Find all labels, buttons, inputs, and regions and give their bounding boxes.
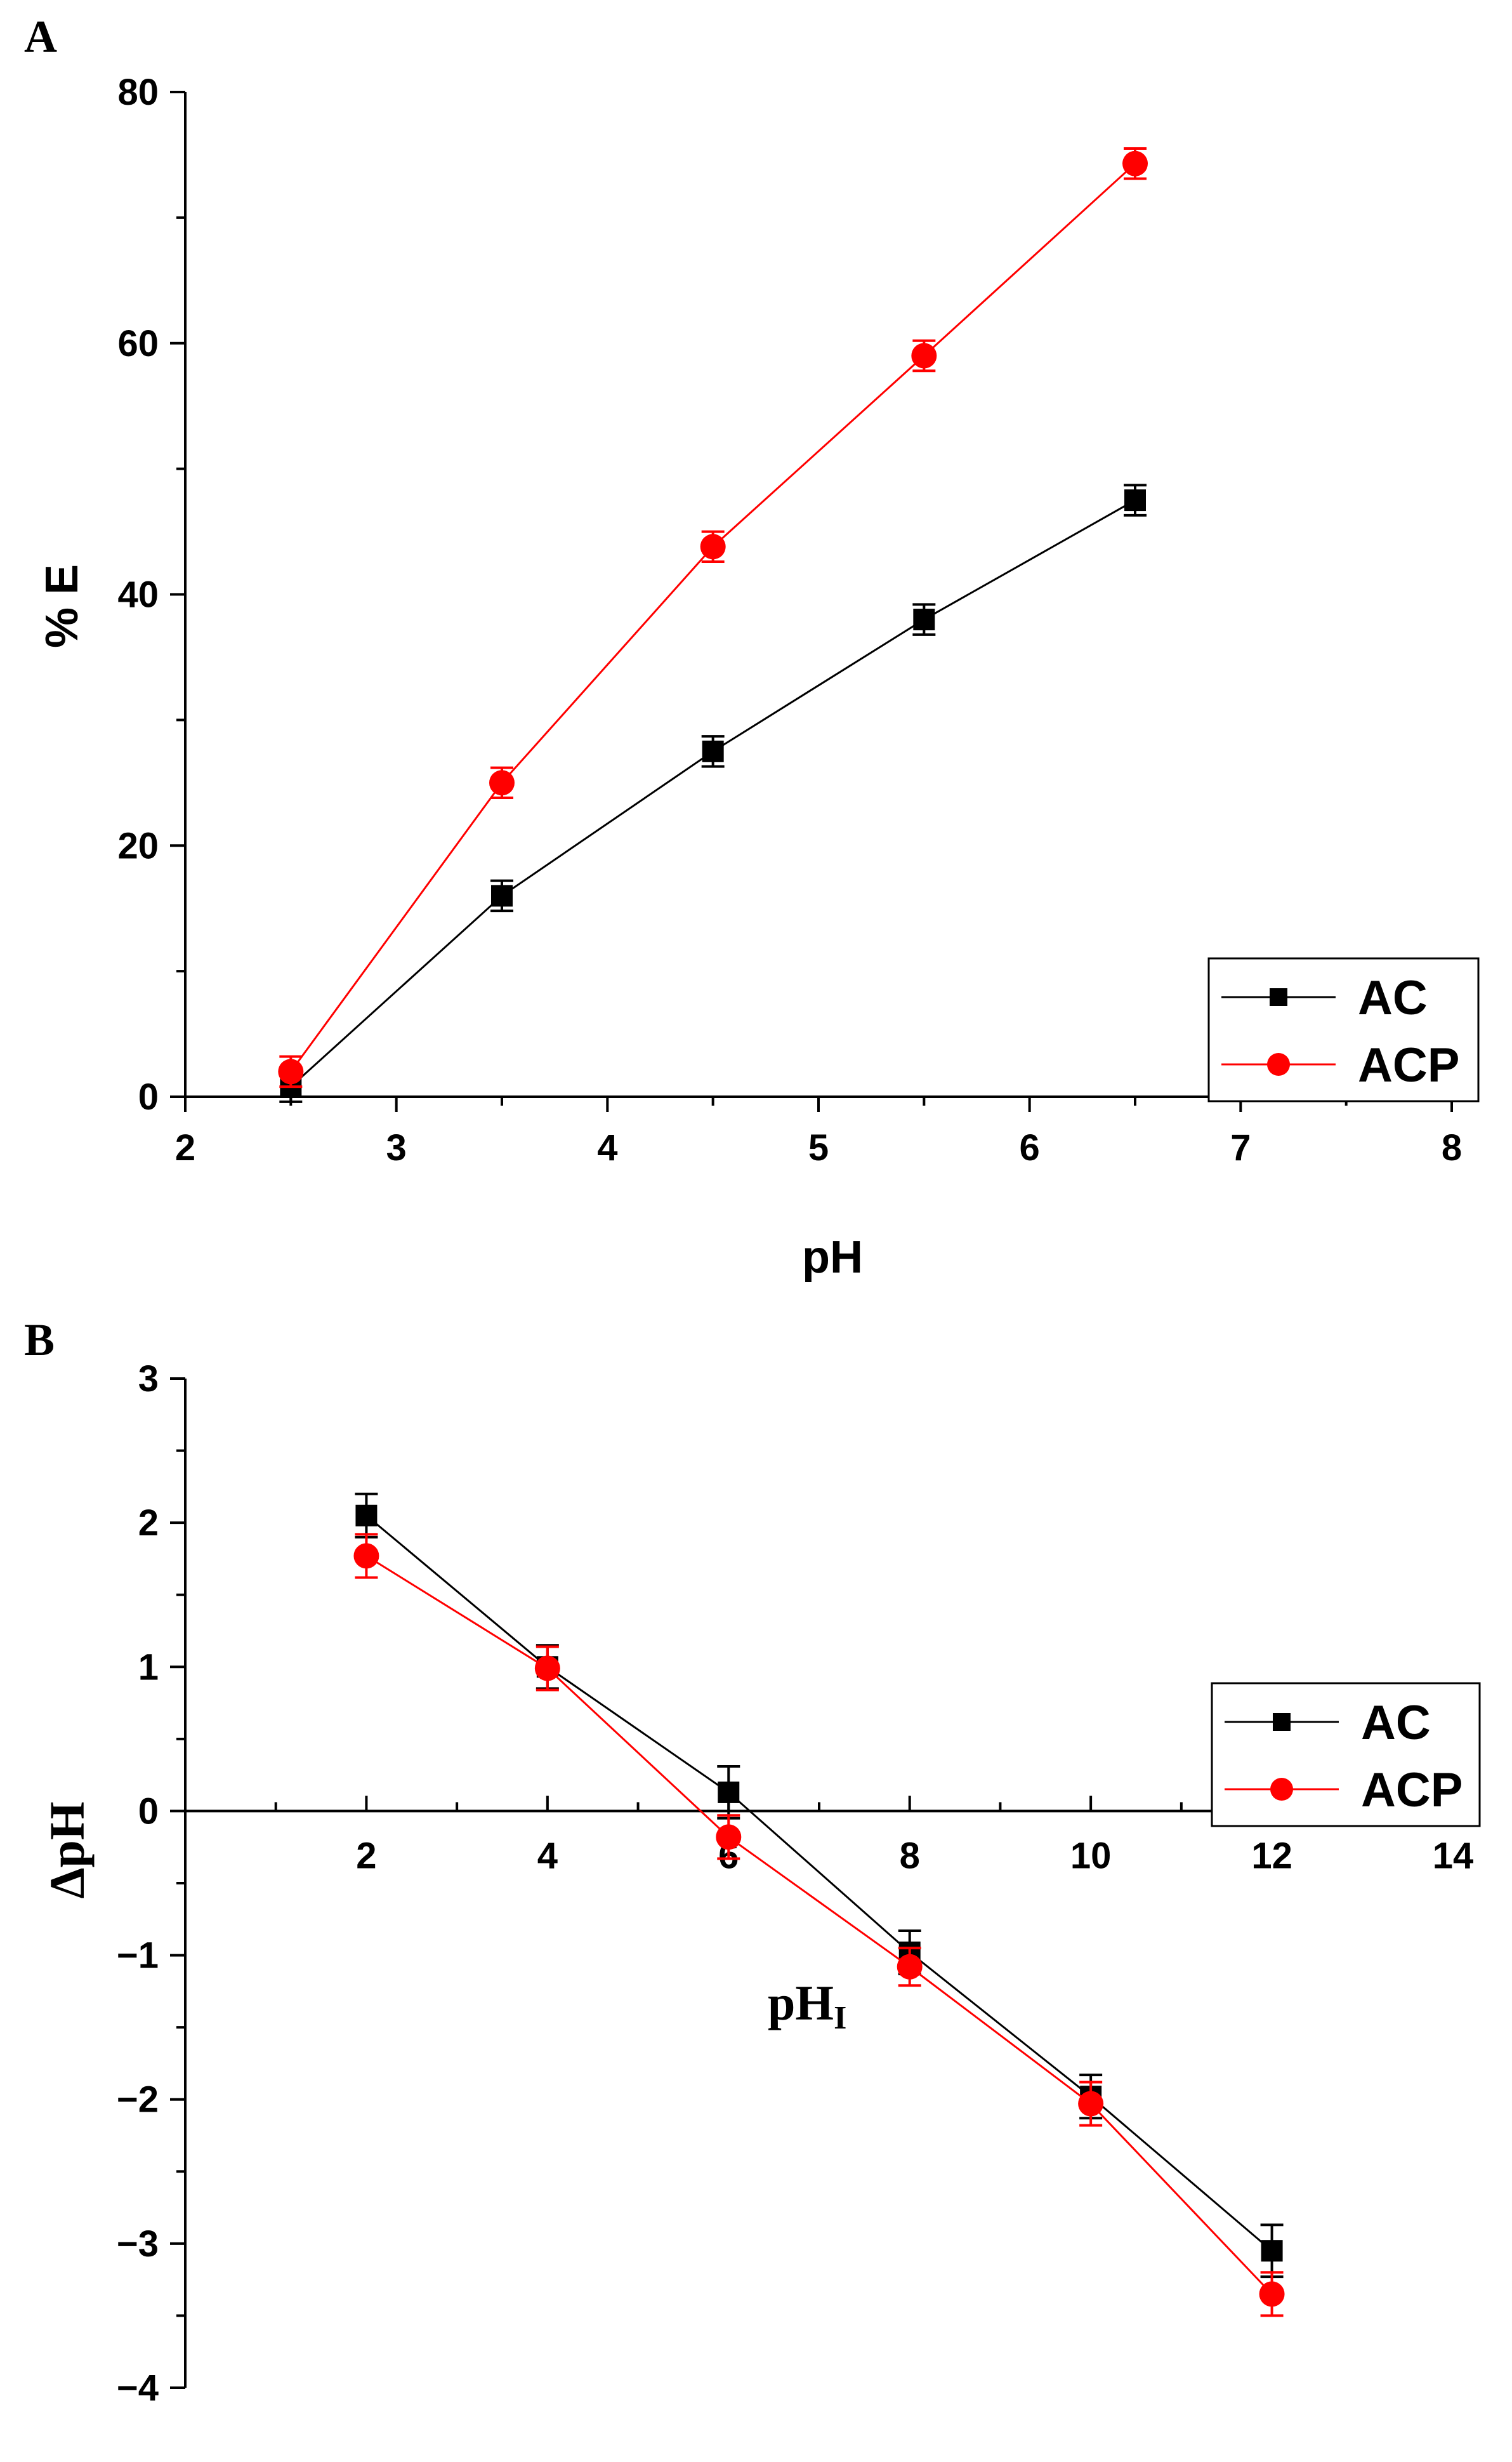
chart-b-x-tick-label: 12 xyxy=(1251,1835,1292,1876)
chart-a-x-tick-label: 5 xyxy=(808,1127,829,1168)
chart-a-acp-point xyxy=(489,770,515,796)
chart-a-ac-point xyxy=(491,885,513,907)
chart-b-legend-box xyxy=(1211,1682,1481,1827)
chart-b-ac-point xyxy=(355,1504,378,1526)
chart-a-legend-box xyxy=(1207,957,1480,1102)
chart-b-x-tick-label: 4 xyxy=(537,1835,558,1876)
chart-b-acp-point xyxy=(1078,2091,1104,2117)
panel-b-label: B xyxy=(24,1314,55,1365)
chart-a-legend-ac-label: AC xyxy=(1358,971,1428,1025)
chart-b-legend-acp-marker xyxy=(1270,1778,1293,1801)
chart-b-x-axis-title-sub: I xyxy=(834,2000,846,2036)
chart-a-y-tick-label: 20 xyxy=(117,825,159,866)
panel-a-label: A xyxy=(24,11,57,62)
chart-a-ac-point xyxy=(1124,489,1146,512)
chart-a-x-tick-label: 3 xyxy=(386,1127,407,1168)
chart-b-x-axis-title-main: pH xyxy=(768,1975,834,2030)
chart-a-y-tick-label: 80 xyxy=(117,72,159,113)
chart-b-acp-point xyxy=(897,1954,923,1980)
chart-b-acp-point xyxy=(1259,2281,1285,2307)
chart-a-series xyxy=(278,147,1148,1103)
chart-a-y-tick-label: 60 xyxy=(117,323,159,364)
chart-b-acp-point xyxy=(534,1655,560,1681)
chart-a-acp-point xyxy=(1122,150,1148,176)
chart-a-x-tick-label: 6 xyxy=(1020,1127,1040,1168)
chart-b-y-tick-label: 1 xyxy=(138,1646,159,1688)
chart-b-x-tick-label: 14 xyxy=(1433,1835,1474,1876)
chart-b-legend-acp-label: ACP xyxy=(1361,1763,1463,1817)
chart-a-legend-ac-marker xyxy=(1270,988,1287,1006)
chart-b-y-tick-label: −2 xyxy=(117,2079,159,2121)
chart-b-ac-point xyxy=(1261,2240,1283,2262)
chart-a-y-axis-title: % E xyxy=(37,564,88,648)
chart-a-ac-line xyxy=(290,499,1136,1088)
chart-b-y-tick-label: 2 xyxy=(138,1502,159,1544)
chart-b-legend-ac-marker xyxy=(1273,1713,1291,1731)
chart-a-x-axis-title: pH xyxy=(802,1232,863,1283)
chart-b-x-tick-label: 8 xyxy=(900,1835,920,1876)
chart-a-acp-point xyxy=(278,1059,304,1085)
chart-a-x-tick-label: 4 xyxy=(597,1127,617,1168)
chart-a: A 0 20 40 60 80 2 3 4 5 6 7 8 pH % E AC ACP xyxy=(24,11,1480,1283)
chart-b-y-axis-title: ΔpH xyxy=(39,1802,95,1899)
chart-b-y-tick-label: −1 xyxy=(117,1935,159,1976)
chart-a-acp-point xyxy=(700,534,726,560)
chart-b-ac-line xyxy=(365,1514,1273,2252)
chart-b-acp-point xyxy=(353,1543,379,1569)
chart-a-x-tick-label: 7 xyxy=(1230,1127,1251,1168)
chart-b-x-tick-label: 10 xyxy=(1070,1835,1112,1876)
chart-a-x-tick-label: 2 xyxy=(175,1127,195,1168)
chart-b-y-tick-label: 0 xyxy=(138,1790,159,1832)
chart-b-acp-line xyxy=(365,1555,1273,2295)
chart-b-x-axis-title: pHI xyxy=(768,1975,846,2036)
chart-a-ac-point xyxy=(702,740,724,762)
chart-a-legend-acp-marker xyxy=(1267,1053,1290,1076)
chart-a-legend: AC ACP xyxy=(1207,957,1480,1102)
chart-b-ac-point xyxy=(718,1781,740,1803)
chart-a-x-tick-label: 8 xyxy=(1442,1127,1462,1168)
chart-b-acp-point xyxy=(716,1824,742,1850)
chart-b-y-tick-label: −4 xyxy=(117,2367,159,2409)
chart-b-series xyxy=(353,1492,1285,2317)
chart-b-y-tick-label: 3 xyxy=(138,1358,159,1400)
chart-a-y-tick-label: 40 xyxy=(117,574,159,616)
chart-a-acp-point xyxy=(911,343,937,369)
chart-b-legend-ac-label: AC xyxy=(1361,1696,1431,1750)
chart-a-axes: 0 20 40 60 80 2 3 4 5 6 7 8 xyxy=(117,72,1462,1168)
chart-a-acp-line xyxy=(290,162,1136,1073)
chart-b-y-tick-label: −3 xyxy=(117,2223,159,2265)
chart-a-y-tick-label: 0 xyxy=(138,1076,159,1118)
chart-a-ac-point xyxy=(913,609,935,631)
chart-b-x-tick-label: 2 xyxy=(356,1835,376,1876)
chart-b-legend: AC ACP xyxy=(1211,1682,1481,1827)
chart-a-legend-acp-label: ACP xyxy=(1358,1038,1459,1092)
